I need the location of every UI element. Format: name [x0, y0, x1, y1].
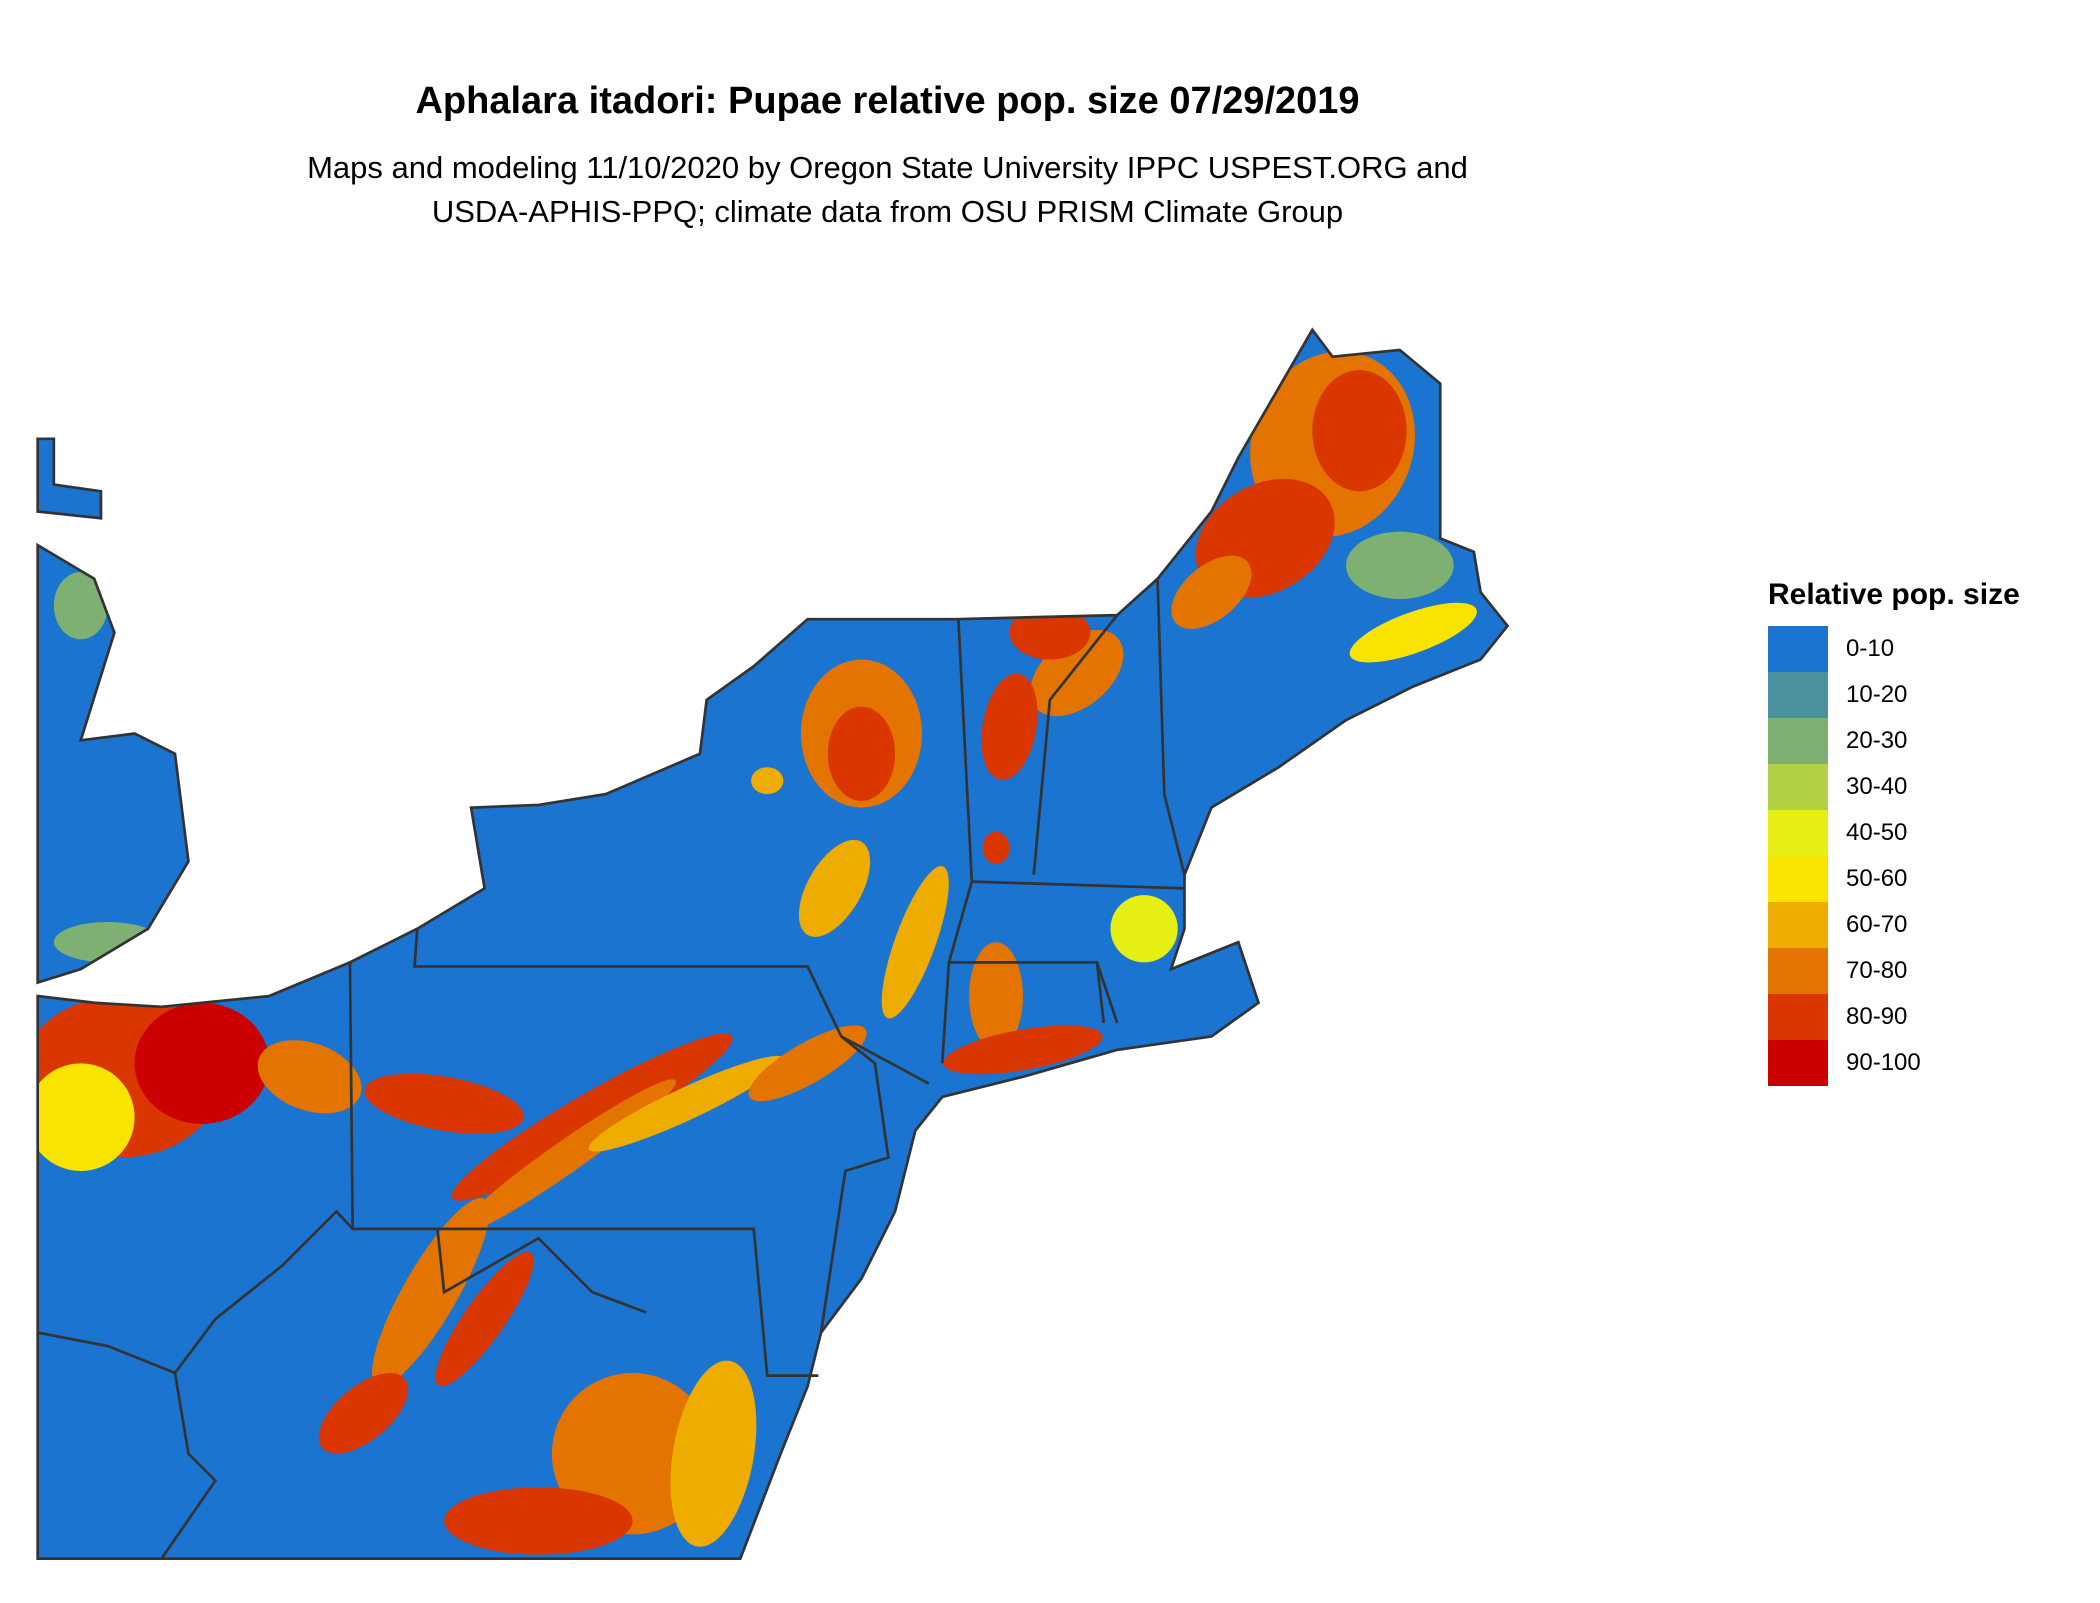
legend-label: 80-90 [1846, 1003, 1908, 1030]
population-raster [37, 351, 1477, 1555]
raster-patch [969, 942, 1023, 1050]
legend-item: 10-20 [1768, 672, 2020, 718]
raster-patch [1171, 555, 1252, 629]
raster-patch [454, 1079, 676, 1236]
raster-patch [318, 1373, 409, 1454]
raster-patch [748, 1025, 867, 1102]
state-border [940, 619, 974, 1064]
legend-swatch [1768, 626, 1828, 672]
legend-item: 0-10 [1768, 626, 2020, 672]
state-border [413, 928, 930, 1085]
raster-patch [881, 865, 949, 1019]
raster-patch [1312, 370, 1407, 492]
state-border [348, 962, 819, 1377]
raster-patch [364, 1073, 524, 1134]
legend-swatch [1768, 1040, 1828, 1086]
legend-item: 60-70 [1768, 902, 2020, 948]
legend-label: 20-30 [1846, 727, 1908, 754]
legend-item: 90-100 [1768, 1040, 2020, 1086]
raster-patch [257, 1040, 362, 1114]
legend-swatch [1768, 764, 1828, 810]
raster-patch [1110, 895, 1178, 963]
state-border [1095, 962, 1106, 1024]
raster-patch [1349, 602, 1477, 663]
map-subtitle-line-2: USDA-APHIS-PPQ; climate data from OSU PR… [431, 194, 1344, 229]
raster-patch [943, 1025, 1103, 1075]
state-border [819, 1035, 890, 1333]
legend-swatch [1768, 810, 1828, 856]
raster-patch [827, 706, 896, 801]
legend-item: 20-30 [1768, 718, 2020, 764]
raster-patch [53, 572, 108, 640]
raster-patch [751, 767, 784, 795]
state-border [37, 1331, 176, 1375]
legend-swatch [1768, 672, 1828, 718]
raster-patch [37, 1063, 135, 1172]
legend-title: Relative pop. size [1768, 578, 2020, 611]
raster-patch [451, 1033, 733, 1201]
legend-item: 50-60 [1768, 856, 2020, 902]
raster-patch [53, 922, 162, 963]
legend-label: 30-40 [1846, 773, 1908, 800]
map-subtitle-line-1: Maps and modeling 11/10/2020 by Oregon S… [307, 150, 1468, 185]
land-outline [36, 327, 1510, 1561]
legend-item: 80-90 [1768, 994, 2020, 1040]
legend: Relative pop. size 0-10 10-20 20-30 30-40 40… [1768, 578, 2020, 1086]
raster-patch [1346, 531, 1454, 599]
legend-label: 70-80 [1846, 957, 1908, 984]
raster-patch [981, 673, 1038, 781]
legend-item: 70-80 [1768, 948, 2020, 994]
raster-patch [588, 1055, 785, 1152]
legend-item: 30-40 [1768, 764, 2020, 810]
legend-label: 40-50 [1846, 819, 1908, 846]
legend-swatch [1768, 948, 1828, 994]
land-area [37, 329, 1508, 1559]
legend-swatch [1768, 902, 1828, 948]
state-border [436, 1228, 647, 1314]
raster-patch [1009, 605, 1091, 660]
raster-patch [444, 1487, 633, 1555]
state-border [1032, 614, 1119, 876]
raster-patch [372, 1197, 490, 1387]
legend-label: 90-100 [1846, 1049, 1921, 1076]
state-border [971, 880, 1185, 890]
state-border [1156, 578, 1186, 876]
state-borders [37, 578, 1186, 1560]
raster-patch [982, 831, 1010, 865]
legend-swatch [1768, 994, 1828, 1040]
raster-patch [435, 1251, 534, 1387]
legend-label: 50-60 [1846, 865, 1908, 892]
legend-label: 60-70 [1846, 911, 1908, 938]
legend-label: 10-20 [1846, 681, 1908, 708]
legend-swatch [1768, 856, 1828, 902]
map-title: Aphalara itadori: Pupae relative pop. si… [415, 80, 1360, 122]
raster-patch [798, 839, 871, 937]
raster-patch [670, 1360, 757, 1547]
legend-label: 0-10 [1846, 635, 1895, 662]
legend-item: 40-50 [1768, 810, 2020, 856]
state-border [160, 1209, 354, 1560]
legend-swatch [1768, 718, 1828, 764]
raster-patch [134, 1002, 270, 1124]
